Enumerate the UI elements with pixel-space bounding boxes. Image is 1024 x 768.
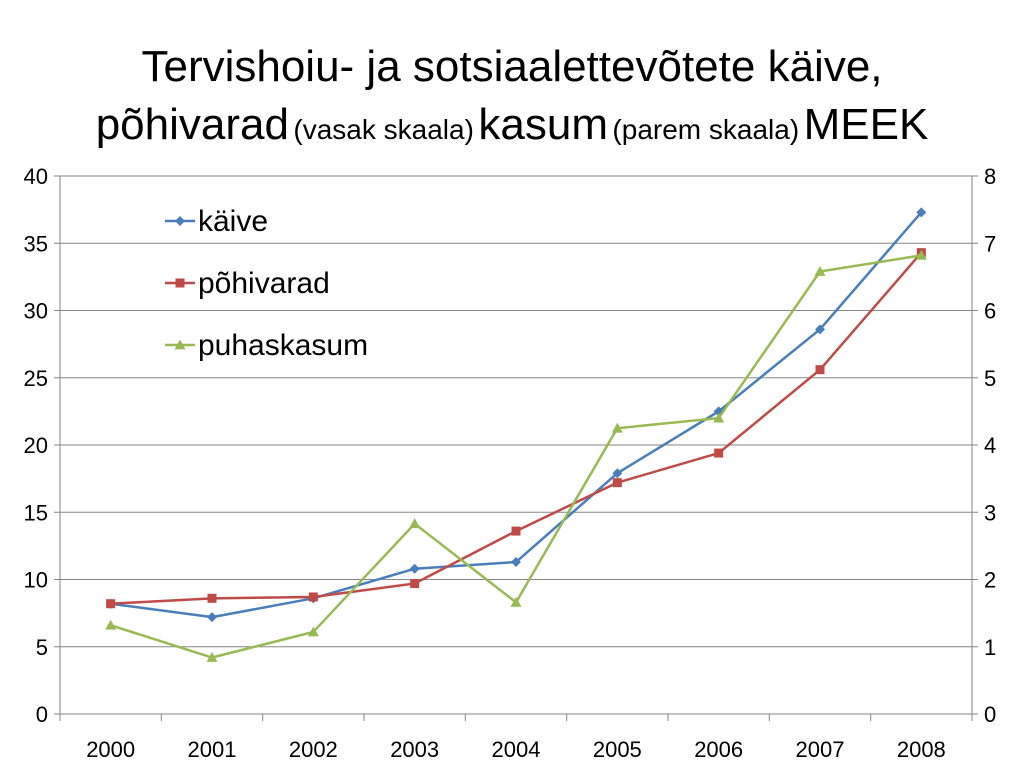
legend-label-puhaskasum: puhaskasum (198, 329, 368, 362)
point-põhivarad-2000 (106, 599, 116, 609)
point-põhivarad-2005 (612, 478, 622, 488)
right-tick-label-3: 3 (984, 500, 996, 525)
chart-title: Tervishoiu- ja sotsiaalettevõtete käive,… (0, 38, 1024, 164)
point-puhaskasum-2007 (814, 265, 826, 276)
axes (54, 175, 978, 721)
right-tick-label-6: 6 (984, 299, 996, 324)
left-tick-label-35: 35 (24, 231, 48, 256)
point-põhivarad-2006 (714, 448, 724, 458)
x-tick-label-2006: 2006 (694, 737, 743, 762)
point-puhaskasum-2003 (409, 518, 421, 529)
point-käive-2008 (916, 207, 927, 218)
legend: käive põhivarad puhaskasum (165, 205, 368, 362)
point-põhivarad-2002 (308, 592, 318, 602)
x-tick-label-2003: 2003 (390, 737, 439, 762)
left-tick-label-30: 30 (24, 299, 48, 324)
point-käive-2005 (612, 468, 623, 479)
left-axis-tick-labels: 0 5 10 15 20 25 30 35 40 (24, 164, 48, 727)
legend-marker-põhivarad (175, 278, 185, 288)
point-käive-2004 (511, 557, 521, 568)
x-axis-tick-labels: 2000 2001 2002 2003 2004 2005 2006 2007 2008 (86, 737, 946, 762)
series-line-põhivarad (110, 251, 923, 605)
x-tick-label-2001: 2001 (188, 737, 237, 762)
right-tick-label-7: 7 (984, 231, 996, 256)
title-line-2: põhivarad (vasak skaala) kasum (parem sk… (0, 96, 1024, 164)
point-käive-2003 (409, 563, 420, 574)
x-tick-label-2007: 2007 (796, 737, 845, 762)
point-puhaskasum-2005 (611, 422, 623, 433)
title-part-right-scale: (parem skaala) (612, 114, 800, 145)
point-põhivarad-2004 (511, 526, 521, 536)
title-line-1: Tervishoiu- ja sotsiaalettevõtete käive, (141, 42, 883, 91)
x-tick-label-2005: 2005 (593, 737, 642, 762)
right-tick-label-1: 1 (984, 635, 996, 660)
left-tick-label-20: 20 (24, 433, 48, 458)
point-põhivarad-2001 (207, 593, 217, 603)
legend-marker-puhaskasum (174, 339, 186, 350)
point-käive-2001 (207, 612, 217, 623)
point-põhivarad-2003 (410, 579, 420, 589)
point-puhaskasum-2002 (307, 626, 319, 637)
title-part-left-scale: (vasak skaala) (293, 114, 474, 145)
series (105, 207, 927, 662)
left-tick-label-5: 5 (36, 635, 48, 660)
x-tick-label-2000: 2000 (86, 737, 135, 762)
grid-lines (60, 175, 972, 648)
left-tick-label-15: 15 (24, 500, 48, 525)
legend-label-põhivarad: põhivarad (198, 267, 330, 300)
legend-label-käive: käive (198, 205, 268, 238)
point-puhaskasum-2000 (105, 619, 117, 630)
right-axis-tick-labels: 0 1 2 3 4 5 6 7 8 (984, 164, 996, 727)
point-põhivarad-2007 (815, 365, 825, 375)
left-tick-label-10: 10 (24, 568, 48, 593)
right-tick-label-0: 0 (984, 702, 996, 727)
point-puhaskasum-2008 (915, 249, 927, 260)
title-part-pohivarad: põhivarad (95, 100, 289, 149)
x-tick-label-2002: 2002 (289, 737, 338, 762)
right-tick-label-8: 8 (984, 164, 996, 189)
left-tick-label-0: 0 (36, 702, 48, 727)
point-käive-2007 (815, 324, 825, 335)
point-puhaskasum-2006 (713, 412, 725, 423)
left-tick-label-40: 40 (24, 164, 48, 189)
point-puhaskasum-2004 (510, 596, 522, 607)
right-tick-label-5: 5 (984, 366, 996, 391)
right-tick-label-2: 2 (984, 568, 996, 593)
title-part-meek: MEEK (803, 100, 929, 149)
x-tick-label-2004: 2004 (492, 737, 541, 762)
x-tick-label-2008: 2008 (897, 737, 946, 762)
point-puhaskasum-2001 (206, 652, 218, 662)
title-part-kasum: kasum (478, 100, 608, 149)
right-tick-label-4: 4 (984, 433, 996, 458)
legend-marker-käive (175, 216, 185, 226)
left-tick-label-25: 25 (24, 366, 48, 391)
